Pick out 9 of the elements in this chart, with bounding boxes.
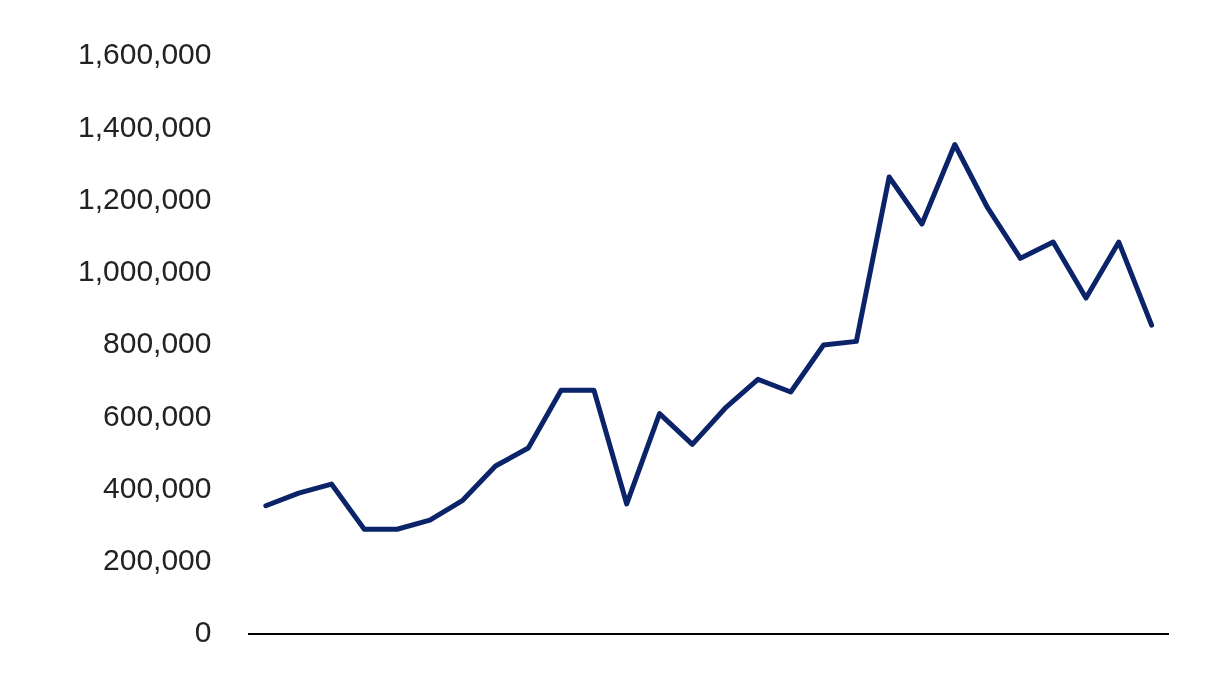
y-tick-label: 600,000 (103, 398, 212, 432)
y-tick-label: 1,600,000 (77, 37, 212, 71)
y-tick-label: 1,400,000 (77, 109, 212, 143)
y-tick-label: 1,200,000 (77, 181, 212, 215)
y-tick-label: 400,000 (103, 470, 212, 504)
y-tick-label: 200,000 (103, 543, 212, 577)
y-tick-label: 1,000,000 (77, 254, 212, 288)
y-tick-label: 0 (194, 615, 212, 649)
y-tick-label: 800,000 (103, 326, 212, 360)
